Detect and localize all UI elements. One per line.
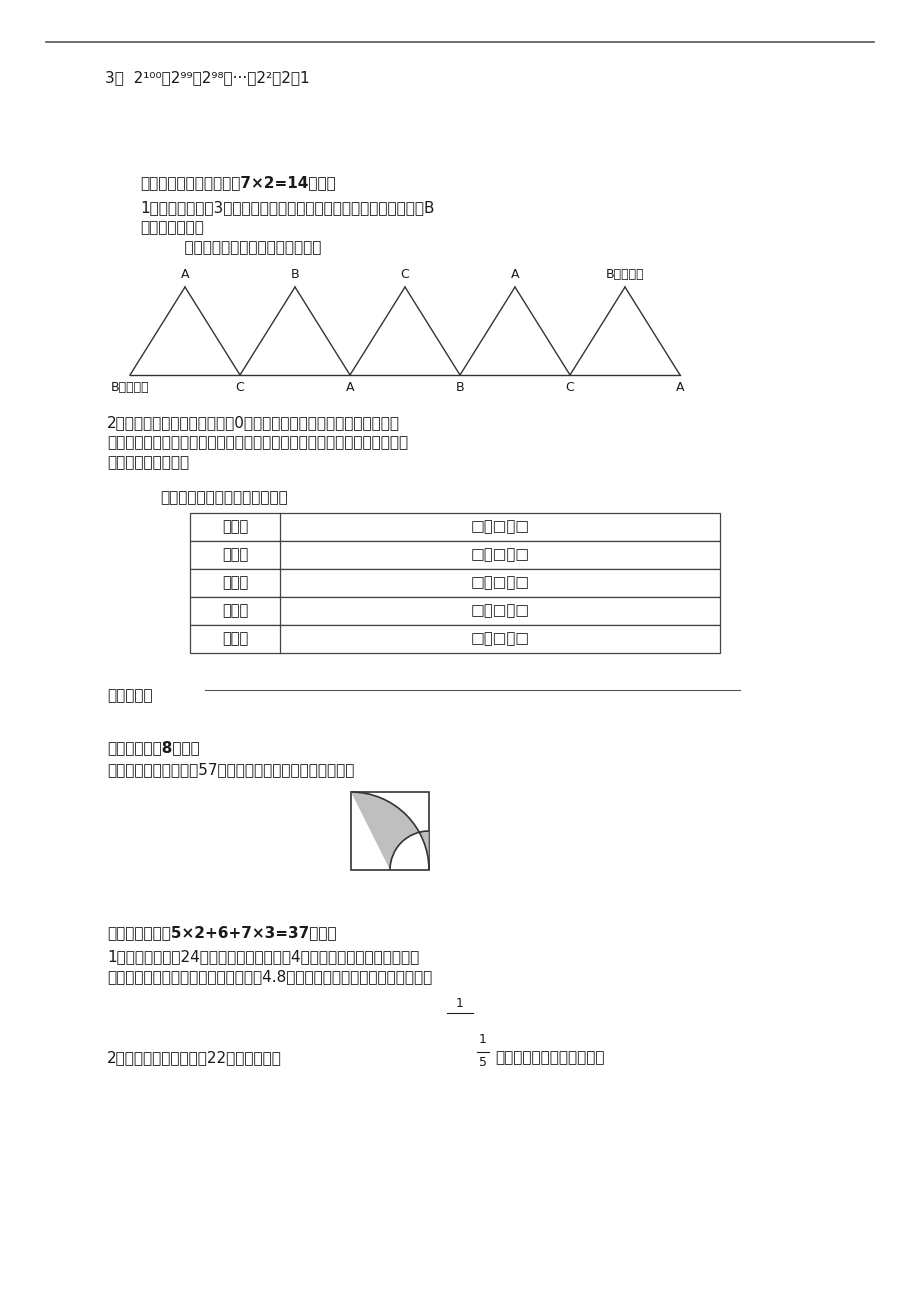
Text: □－□＝□: □－□＝□ — [470, 575, 529, 591]
Text: A: A — [510, 268, 518, 281]
Text: □－□＝□: □－□＝□ — [470, 519, 529, 535]
Text: A: A — [675, 381, 684, 395]
Text: 第四次: 第四次 — [221, 604, 248, 618]
Text: 四、动手操作，找规律（7×2=14分）。: 四、动手操作，找规律（7×2=14分）。 — [140, 174, 335, 190]
Text: 在操作过程中，你发现了什么？: 在操作过程中，你发现了什么？ — [160, 490, 288, 505]
Text: 我发现了：: 我发现了： — [107, 687, 153, 703]
Text: 用其中的大数减去小数。再重新选择两个不相同的数字，重复上述过程，象: 用其中的大数减去小数。再重新选择两个不相同的数字，重复上述过程，象 — [107, 435, 408, 450]
Text: B（开始）: B（开始） — [110, 381, 149, 395]
Text: 1: 1 — [456, 997, 463, 1010]
Text: 图中阴影部分的面积是57平方厘米，求这个正方形的面积。: 图中阴影部分的面积是57平方厘米，求这个正方形的面积。 — [107, 762, 354, 777]
Bar — [351, 792, 428, 870]
Text: 2、甲、乙两根绳子共长22米，甲绳截去: 2、甲、乙两根绳子共长22米，甲绳截去 — [107, 1049, 281, 1065]
Text: C: C — [565, 381, 573, 395]
Text: 2、任意选择两个不同的数字（0除外），用它们分别组成两个两位数，: 2、任意选择两个不同的数字（0除外），用它们分别组成两个两位数， — [107, 415, 400, 430]
Text: 第二次: 第二次 — [221, 548, 248, 562]
Text: □－□＝□: □－□＝□ — [470, 604, 529, 618]
Text: 后，乙绳和甲绳的长度比是: 后，乙绳和甲绳的长度比是 — [494, 1049, 604, 1065]
Bar — [190, 569, 720, 598]
Text: □－□＝□: □－□＝□ — [470, 631, 529, 647]
Text: 5: 5 — [479, 1056, 486, 1069]
Text: 路下山，已知上山和下山的平均速度是4.8千米。这人下山每小时行多少千米？: 路下山，已知上山和下山的平均速度是4.8千米。这人下山每小时行多少千米？ — [107, 969, 432, 984]
Text: 1、山脚到山顶朗24千米。一个人以每小时4千米的速度上山，他立即从原: 1、山脚到山顶朗24千米。一个人以每小时4千米的速度上山，他立即从原 — [107, 949, 419, 963]
Text: 六、综合应用（5×2+6+7×3=37分）。: 六、综合应用（5×2+6+7×3=37分）。 — [107, 924, 336, 940]
Text: C: C — [235, 381, 244, 395]
Text: 第一次: 第一次 — [221, 519, 248, 535]
Text: □－□＝□: □－□＝□ — [470, 548, 529, 562]
Text: 第三次: 第三次 — [221, 575, 248, 591]
Text: 经过的路线的总长度是多少厘米？: 经过的路线的总长度是多少厘米？ — [165, 240, 321, 255]
Text: B（结束）: B（结束） — [605, 268, 643, 281]
Bar — [190, 513, 720, 542]
Text: B: B — [455, 381, 464, 395]
Bar — [190, 542, 720, 569]
Text: A: A — [180, 268, 189, 281]
Text: 1: 1 — [479, 1032, 486, 1046]
Bar — [190, 625, 720, 654]
Text: C: C — [400, 268, 409, 281]
Text: B: B — [290, 268, 299, 281]
Polygon shape — [351, 792, 428, 870]
Text: 点从开始到结束: 点从开始到结束 — [140, 220, 204, 234]
Text: 五、图形题（8分）。: 五、图形题（8分）。 — [107, 740, 199, 755]
Text: 这样连续操作五次。: 这样连续操作五次。 — [107, 454, 189, 470]
Text: 第五次: 第五次 — [221, 631, 248, 647]
Text: 1、有一个边长为3厘米的等边三角形，现将它按下图所示滚动，请问B: 1、有一个边长为3厘米的等边三角形，现将它按下图所示滚动，请问B — [140, 201, 434, 215]
Text: A: A — [346, 381, 354, 395]
Text: 3、  2¹⁰⁰－2⁹⁹－2⁹⁸－···－2²－2－1: 3、 2¹⁰⁰－2⁹⁹－2⁹⁸－···－2²－2－1 — [105, 70, 310, 85]
Bar — [190, 598, 720, 625]
